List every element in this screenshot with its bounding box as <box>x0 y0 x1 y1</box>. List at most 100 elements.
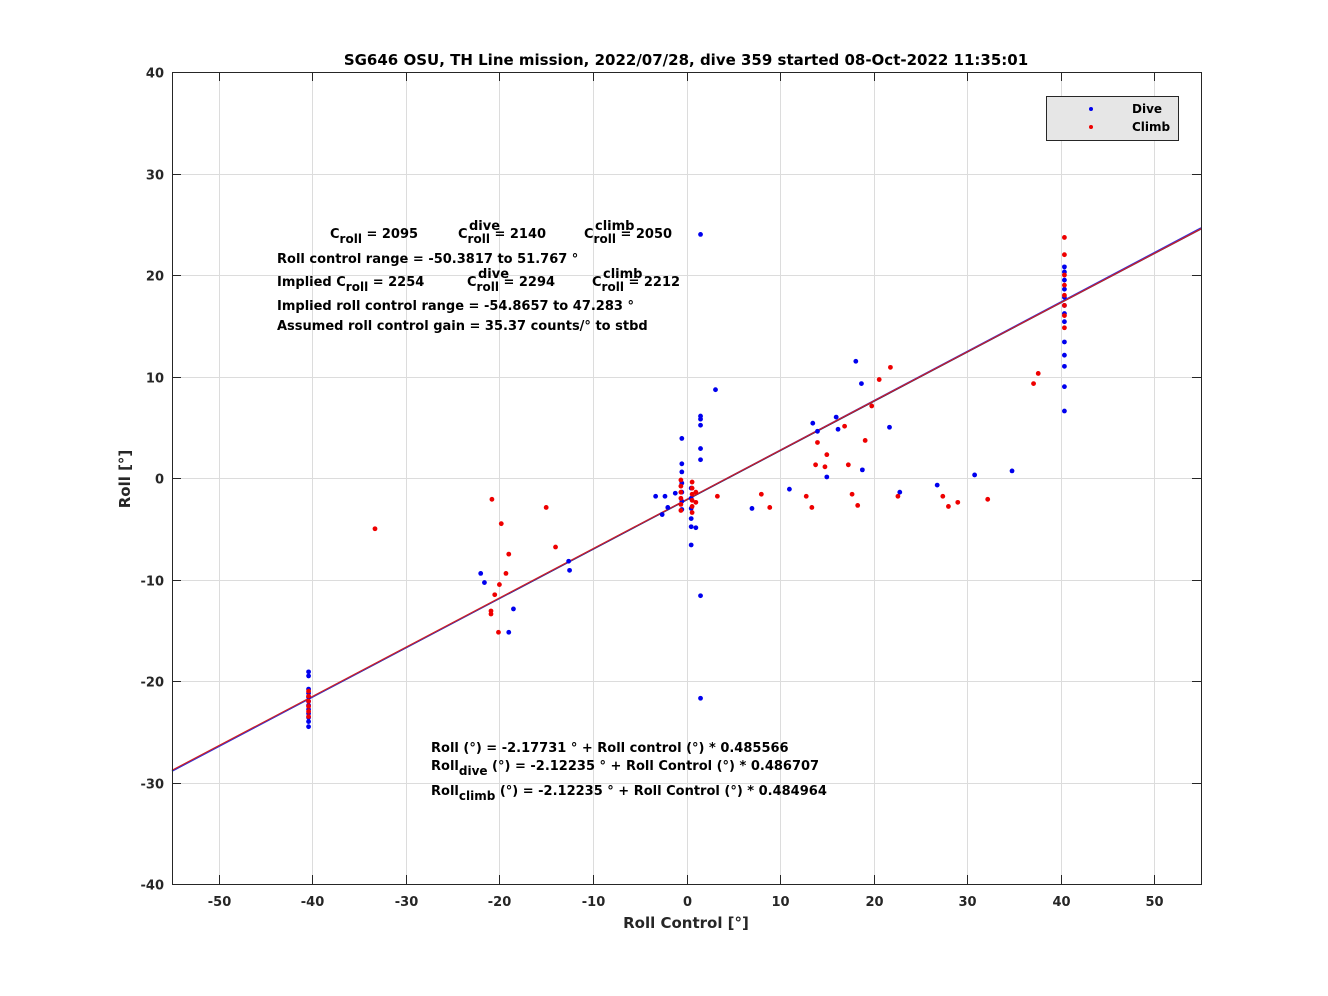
implied-c-dive-text: Croll = 2294 <box>467 275 555 294</box>
climb-point <box>489 496 495 502</box>
climb-point <box>955 499 961 505</box>
dive-point <box>698 422 703 428</box>
climb-point <box>498 521 504 527</box>
c-climb-text: Croll = 2050 <box>584 227 672 246</box>
dive-point <box>698 593 703 599</box>
dive-point <box>835 426 841 432</box>
implied-range-text: Implied roll control range = -54.8657 to… <box>277 299 634 314</box>
climb-point <box>815 440 820 445</box>
climb-point <box>492 592 498 598</box>
climb-point <box>543 505 549 510</box>
legend-climb-label: Climb <box>1132 120 1171 134</box>
climb-point <box>803 493 809 499</box>
climb-point <box>306 688 311 694</box>
dive-point <box>688 542 694 548</box>
x-tick-label: -30 <box>395 895 419 910</box>
climb-point <box>809 505 815 510</box>
dive-point <box>1062 363 1067 369</box>
x-axis-label: Roll Control [°] <box>623 914 749 932</box>
y-tick-label: -10 <box>141 575 165 590</box>
climb-point <box>1035 371 1041 376</box>
data-points <box>306 232 1067 730</box>
dive-point <box>306 669 311 675</box>
dive-point <box>815 428 820 434</box>
dive-point <box>306 673 311 679</box>
climb-point <box>306 698 311 704</box>
climb-point <box>869 403 875 409</box>
climb-point <box>372 526 378 532</box>
dive-point <box>662 493 668 499</box>
y-tick-label: -30 <box>141 778 165 793</box>
dive-point <box>1062 352 1067 358</box>
climb-point <box>1062 325 1067 331</box>
climb-point <box>678 508 684 513</box>
climb-point <box>306 693 311 699</box>
dive-point <box>1062 319 1067 325</box>
x-tick-label: 0 <box>683 895 692 910</box>
dive-point <box>972 472 978 478</box>
climb-point <box>553 544 558 550</box>
x-tick-label: 30 <box>958 895 976 910</box>
dive-point <box>698 416 703 422</box>
dive-point <box>566 558 572 564</box>
axis-ticks <box>172 72 1201 885</box>
climb-point <box>767 505 773 510</box>
legend-climb-marker <box>1089 125 1093 129</box>
y-tick-label: 40 <box>146 67 164 82</box>
climb-point <box>689 479 695 485</box>
climb-point <box>876 377 882 382</box>
dive-point <box>693 525 699 531</box>
equation-dive: Rolldive (°) = -2.12235 ° + Roll Control… <box>431 759 819 778</box>
climb-point <box>824 452 830 458</box>
climb-point <box>1062 292 1067 298</box>
climb-point <box>822 464 828 470</box>
equation-climb: Rollclimb (°) = -2.12235 ° + Roll Contro… <box>431 784 827 803</box>
y-tick-label: -20 <box>141 676 165 691</box>
climb-point <box>678 483 684 489</box>
climb-point <box>862 438 868 443</box>
climb-point <box>689 497 695 503</box>
x-tick-label: -50 <box>208 895 232 910</box>
climb-point <box>1062 282 1067 288</box>
climb-point <box>689 485 695 491</box>
fit-equations: Roll (°) = -2.17731 ° + Roll control (°)… <box>431 741 827 803</box>
x-tick-label: -10 <box>582 895 606 910</box>
dive-point <box>887 424 892 430</box>
y-axis-label: Roll [°] <box>116 450 134 509</box>
c-roll-text: Croll = 2095 <box>330 227 418 246</box>
climb-point <box>488 608 494 614</box>
dive-point <box>506 629 512 635</box>
climb-point <box>506 551 512 557</box>
c-climb-sup: climb <box>595 219 634 234</box>
dive-point <box>688 516 694 521</box>
dive-point <box>653 493 659 499</box>
dive-point <box>810 420 816 426</box>
dive-point <box>1062 277 1067 283</box>
climb-point <box>306 714 311 719</box>
dive-point <box>833 414 839 420</box>
climb-point <box>678 477 684 483</box>
dive-point <box>713 387 718 393</box>
equation-all: Roll (°) = -2.17731 ° + Roll control (°)… <box>431 741 789 756</box>
dive-point <box>859 381 864 387</box>
climb-point <box>496 629 501 635</box>
dive-point <box>1009 468 1015 474</box>
climb-point <box>813 462 818 468</box>
dive-point <box>478 571 484 576</box>
y-tick-label: 20 <box>146 270 164 285</box>
c-dive-text: Croll = 2140 <box>458 227 546 246</box>
dive-point <box>1062 408 1067 414</box>
x-tick-label: -20 <box>488 895 512 910</box>
y-tick-labels: -40 -30 -20 -10 0 10 20 30 40 <box>141 67 165 894</box>
implied-c-climb-text: Croll = 2212 <box>592 275 680 294</box>
dive-point <box>698 457 703 463</box>
climb-point <box>678 495 684 501</box>
dive-point <box>1062 384 1067 390</box>
x-tick-label: -40 <box>301 895 325 910</box>
dive-point <box>659 512 665 517</box>
climb-point <box>1031 381 1036 387</box>
y-tick-label: 0 <box>155 473 164 488</box>
climb-point <box>678 501 684 507</box>
dive-point <box>824 474 830 480</box>
